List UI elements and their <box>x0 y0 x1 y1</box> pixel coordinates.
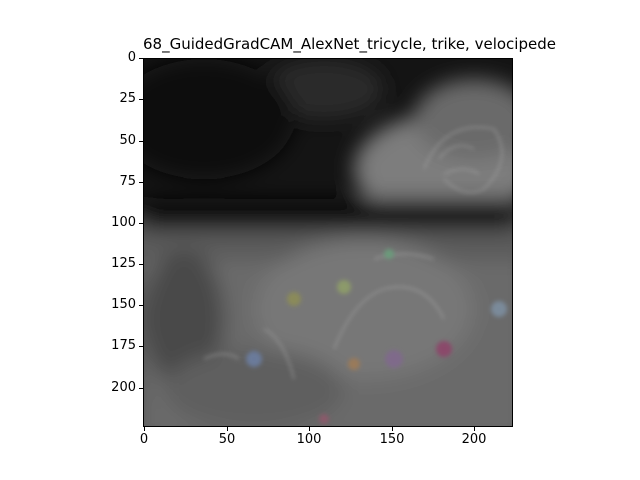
y-tick-mark <box>139 58 143 59</box>
y-tick-mark <box>139 141 143 142</box>
y-tick-label: 200 <box>111 380 136 395</box>
y-tick-mark <box>139 223 143 224</box>
x-tick-label: 0 <box>139 432 149 447</box>
guided-gradcam-heatmap-image <box>144 59 512 426</box>
y-tick-label: 25 <box>119 91 136 106</box>
y-tick-label: 125 <box>111 256 136 271</box>
plot-area <box>143 58 513 427</box>
x-tick-mark <box>144 427 145 431</box>
y-tick-mark <box>139 99 143 100</box>
x-tick-label: 200 <box>461 432 487 447</box>
y-tick-mark <box>139 346 143 347</box>
x-tick-mark <box>474 427 475 431</box>
x-tick-label: 100 <box>296 432 322 447</box>
y-tick-mark <box>139 182 143 183</box>
y-tick-label: 0 <box>127 50 136 65</box>
y-tick-label: 150 <box>111 297 136 312</box>
x-tick-mark <box>227 427 228 431</box>
y-tick-mark <box>139 264 143 265</box>
x-tick-label: 150 <box>379 432 405 447</box>
x-tick-mark <box>392 427 393 431</box>
y-tick-label: 50 <box>119 133 136 148</box>
y-tick-label: 75 <box>119 174 136 189</box>
y-tick-mark <box>139 388 143 389</box>
plot-title: 68_GuidedGradCAM_AlexNet_tricycle, trike… <box>143 35 556 53</box>
x-tick-mark <box>309 427 310 431</box>
y-tick-mark <box>139 305 143 306</box>
y-tick-label: 175 <box>111 338 136 353</box>
y-tick-label: 100 <box>111 215 136 230</box>
x-tick-label: 50 <box>218 432 236 447</box>
